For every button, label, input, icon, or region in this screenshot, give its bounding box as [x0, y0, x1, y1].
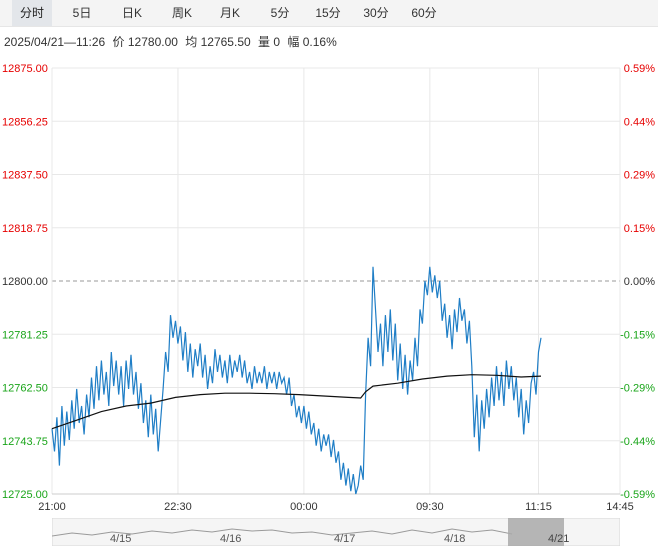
right-axis-label: 0.44%: [624, 116, 655, 128]
time-axis: 21:00 22:30 00:00 09:30 11:15 14:45: [38, 501, 634, 513]
navigator-date-1: 4/15: [110, 533, 131, 545]
time-range-navigator[interactable]: 4/15 4/16 4/17 4/18 4/21: [52, 518, 620, 546]
navigator-date-3: 4/17: [334, 533, 355, 545]
left-price-axis: 12875.00 12856.25 12837.50 12818.75 12800.00…: [2, 63, 48, 501]
time-axis-label: 22:30: [164, 501, 192, 513]
tab-30min[interactable]: 30分: [363, 6, 389, 20]
average-price-line: [51, 374, 542, 430]
intraday-price-chart[interactable]: 12875.00 12856.25 12837.50 12818.75 12800.00…: [0, 58, 658, 518]
tab-weekly-k[interactable]: 周K: [171, 6, 192, 20]
right-axis-label: 0.29%: [624, 170, 655, 182]
time-axis-label: 14:45: [606, 501, 634, 513]
right-percent-axis: 0.59% 0.44% 0.29% 0.15% 0.00% -0.15% -0.29% -0.…: [620, 63, 655, 501]
navigator-date-4: 4/18: [444, 533, 465, 545]
quote-datetime: 2025/04/21—11:26: [4, 35, 106, 49]
left-axis-label: 12781.25: [2, 329, 48, 341]
period-tab-bar: 分时 5日 日K 周K 月K 5分 15分 30分 60分: [0, 0, 658, 27]
right-axis-label: 0.00%: [624, 276, 655, 288]
right-axis-label: -0.15%: [620, 329, 655, 341]
quote-info-bar: 2025/04/21—11:26 价 12780.00 均 12765.50 量…: [4, 33, 341, 50]
quote-price: 价 12780.00: [112, 35, 178, 49]
quote-volume: 量 0: [258, 35, 281, 49]
tab-monthly-k[interactable]: 月K: [219, 6, 240, 20]
navigator-date-2: 4/16: [220, 533, 241, 545]
left-axis-label: 12875.00: [2, 63, 48, 75]
right-axis-label: 0.59%: [624, 63, 655, 75]
tab-5min[interactable]: 5分: [270, 6, 290, 20]
time-axis-label: 11:15: [525, 501, 552, 513]
tab-intraday[interactable]: 分时: [12, 0, 52, 26]
left-axis-label: 12725.00: [2, 489, 48, 501]
left-axis-label: 12818.75: [2, 223, 48, 235]
right-axis-label: -0.44%: [620, 436, 655, 448]
left-axis-label: 12762.50: [2, 383, 48, 395]
navigator-date-5: 4/21: [548, 533, 569, 545]
tab-60min[interactable]: 60分: [411, 6, 437, 20]
tab-daily-k[interactable]: 日K: [121, 6, 142, 20]
chart-grid: [51, 67, 621, 495]
quote-average: 均 12765.50: [185, 35, 251, 49]
tab-15min[interactable]: 15分: [315, 6, 341, 20]
right-axis-label: -0.29%: [620, 383, 655, 395]
quote-change: 幅 0.16%: [287, 35, 337, 49]
tab-5day[interactable]: 5日: [72, 6, 92, 20]
left-axis-label: 12800.00: [2, 276, 48, 288]
left-axis-label: 12837.50: [2, 170, 48, 182]
right-axis-label: 0.15%: [624, 223, 655, 235]
left-axis-label: 12856.25: [2, 116, 48, 128]
left-axis-label: 12743.75: [2, 436, 48, 448]
time-axis-label: 00:00: [290, 501, 318, 513]
navigator-mini-line: [52, 528, 513, 537]
time-axis-label: 21:00: [38, 501, 66, 513]
navigator-selection[interactable]: [508, 518, 564, 546]
time-axis-label: 09:30: [416, 501, 444, 513]
right-axis-label: -0.59%: [620, 489, 655, 501]
price-series-line: [51, 266, 542, 495]
